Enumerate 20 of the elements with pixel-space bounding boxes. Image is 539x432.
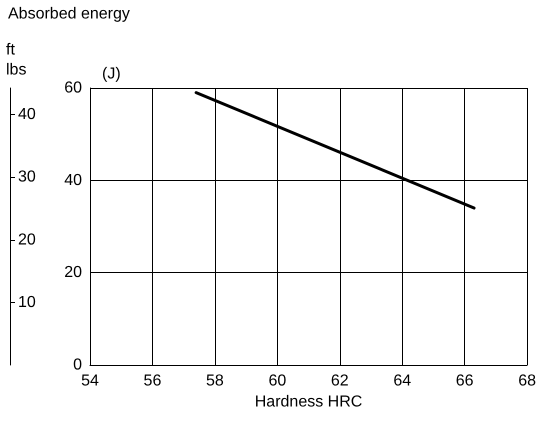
- y-tick-label: 60: [64, 80, 82, 96]
- x-tick-label: 60: [268, 372, 286, 390]
- x-tick-label: 54: [81, 372, 99, 390]
- y2-tick-label: 40: [18, 106, 36, 124]
- y2-tick-label: 30: [18, 168, 36, 186]
- x-tick-label: 66: [456, 372, 474, 390]
- x-axis-title: Hardness HRC: [254, 393, 362, 410]
- y-tick-label: 0: [73, 356, 82, 374]
- x-tick-label: 64: [393, 372, 412, 390]
- y2-tick-label: 20: [18, 231, 36, 248]
- x-tick-label: 68: [518, 372, 536, 390]
- x-tick-label: 62: [330, 372, 349, 390]
- y2-tick-label: 10: [18, 294, 36, 311]
- y-tick-label: 40: [64, 172, 82, 189]
- x-tick-label: 56: [144, 372, 162, 390]
- text: Absorbed energy: [8, 6, 130, 22]
- y-tick-label: 20: [64, 264, 82, 282]
- x-tick-label: 58: [206, 372, 224, 390]
- y2-axis-title: ft lbs: [6, 42, 26, 78]
- y-axis-title: (J): [102, 66, 121, 82]
